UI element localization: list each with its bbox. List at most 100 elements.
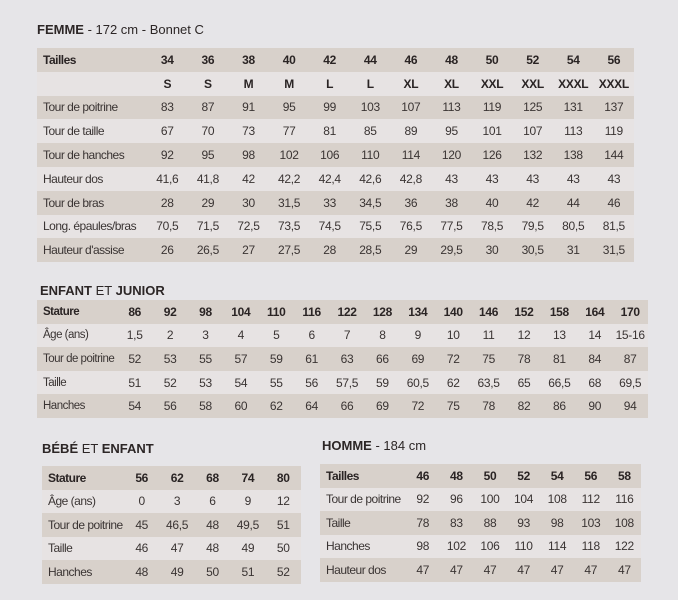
table-cell: 47: [450, 562, 463, 577]
size-header-cell: 40: [282, 52, 296, 67]
table-cell: 48: [135, 564, 149, 579]
table-cell: 104: [514, 492, 534, 507]
table-cell: 72,5: [237, 219, 260, 234]
table-cell: 61: [305, 351, 319, 366]
table-cell: 42,8: [399, 171, 422, 186]
femme-size-table: Tailles 34 36 38 40 42 44 46 48 50 52 54 56 S S M M L L XL X…: [37, 48, 635, 263]
size-header-cell: 42: [323, 52, 337, 67]
size-header-cell: 38: [242, 52, 255, 67]
row-label: Tour de taille: [43, 124, 105, 139]
table-cell: 113: [442, 100, 461, 115]
size-header-cell: 52: [526, 52, 540, 67]
row-label: Hauteur d'assise: [43, 243, 125, 258]
table-cell: 52: [163, 375, 177, 390]
row-label: Tour de poitrine: [43, 100, 118, 115]
size-header-cell: M: [243, 76, 254, 91]
table-cell: 36: [404, 195, 418, 210]
table-cell: 30: [242, 195, 255, 210]
table-cell: 77: [282, 124, 296, 139]
table-row: Hanches 54 56 58 60 62 64 66 69 72 75 78 82 86 90 94: [37, 394, 648, 418]
table-row: Hanches 98 102 106 110 114 118 122: [320, 534, 642, 558]
table-cell: 28: [160, 195, 174, 210]
table-cell: 72: [446, 351, 460, 366]
size-header-cell: XXXL: [598, 76, 629, 91]
table-row: Taille 51 52 53 54 55 56 57,5 59 60,5 62 63,5 65 66,5…: [37, 370, 648, 395]
table-cell: 53: [199, 375, 212, 390]
size-header-cell: S: [204, 76, 212, 91]
table-cell: 48: [206, 541, 219, 556]
table-cell: 75: [482, 351, 495, 366]
table-cell: 122: [614, 539, 634, 554]
size-header-cell: 56: [584, 468, 598, 483]
homme-title: HOMME - 184 cm: [322, 438, 427, 453]
table-cell: 118: [581, 539, 601, 554]
row-label: Âge (ans): [48, 494, 96, 509]
table-cell: 76,5: [399, 219, 422, 234]
table-cell: 81,5: [602, 219, 625, 234]
table-cell: 125: [523, 100, 543, 115]
table-cell: 49: [170, 564, 184, 579]
table-cell: 91: [242, 100, 255, 115]
size-header-cell: 48: [445, 52, 458, 67]
femme-title: FEMME - 172 cm - Bonnet C: [37, 22, 204, 37]
table-cell: 95: [282, 100, 296, 115]
row-label: Tour de poitrine: [48, 517, 123, 532]
table-cell: 98: [416, 539, 430, 554]
table-cell: 42,2: [278, 171, 301, 186]
table-cell: 27,5: [278, 243, 301, 258]
table-cell: 46,5: [166, 517, 189, 532]
table-cell: 60,5: [406, 375, 429, 390]
table-cell: 59: [269, 351, 283, 366]
size-header-cell: 44: [363, 52, 377, 67]
table-cell: 41,6: [156, 171, 179, 186]
table-cell: 63,5: [477, 375, 500, 390]
table-row: Hanches 48 49 50 51 52: [42, 560, 301, 584]
table-cell: 47: [584, 562, 598, 577]
size-header-cell: XXXL: [558, 76, 589, 91]
table-cell: 88: [483, 515, 497, 530]
table-cell: 48: [206, 517, 219, 532]
size-header-cell: 56: [607, 52, 621, 67]
table-cell: 45: [135, 517, 149, 532]
table-cell: 14: [588, 328, 602, 343]
row-label: Tour de bras: [43, 195, 104, 210]
table-cell: 92: [160, 148, 174, 163]
table-cell: 75,5: [359, 219, 382, 234]
table-cell: 4: [237, 328, 245, 343]
row-label: Hauteur dos: [43, 171, 103, 186]
table-cell: 82: [517, 399, 531, 414]
table-cell: 0: [138, 494, 146, 509]
table-cell: 70,5: [156, 219, 179, 234]
table-row: Long. épaules/bras 70,5 71,5 72,5 73,5 74,5 75…: [37, 214, 635, 239]
table-cell: 114: [548, 539, 567, 554]
size-header-cell: M: [284, 76, 294, 91]
table-cell: 64: [305, 399, 319, 414]
row-label: Tour de hanches: [43, 148, 125, 163]
size-header-cell: 170: [620, 304, 640, 319]
row-label: Âge (ans): [43, 329, 89, 342]
size-header-cell: 36: [201, 52, 215, 67]
table-cell: 107: [401, 100, 421, 115]
table-cell: 73,5: [278, 219, 301, 234]
table-cell: 26,5: [196, 243, 219, 258]
table-cell: 113: [564, 124, 583, 139]
table-cell: 103: [360, 100, 380, 115]
size-header-cell: 54: [550, 468, 564, 483]
table-cell: 144: [604, 148, 624, 163]
size-header-cell: 86: [128, 304, 142, 319]
table-cell: 63: [340, 351, 354, 366]
table-cell: 132: [523, 148, 543, 163]
row-label: Hauteur dos: [326, 562, 386, 577]
table-cell: 68: [588, 375, 602, 390]
table-cell: 58: [199, 399, 212, 414]
table-cell: 8: [379, 328, 386, 343]
size-header-cell: 58: [617, 468, 631, 483]
size-header-cell: S: [163, 76, 172, 91]
table-cell: 92: [416, 492, 430, 507]
size-header-cell: 68: [206, 470, 219, 485]
size-header-cell: 80: [276, 470, 290, 485]
table-row: Tour de poitrine 45 46,5 48 49,5 51: [42, 513, 301, 537]
table-cell: 59: [376, 375, 389, 390]
table-cell: 50: [206, 564, 219, 579]
table-cell: 9: [244, 494, 252, 509]
